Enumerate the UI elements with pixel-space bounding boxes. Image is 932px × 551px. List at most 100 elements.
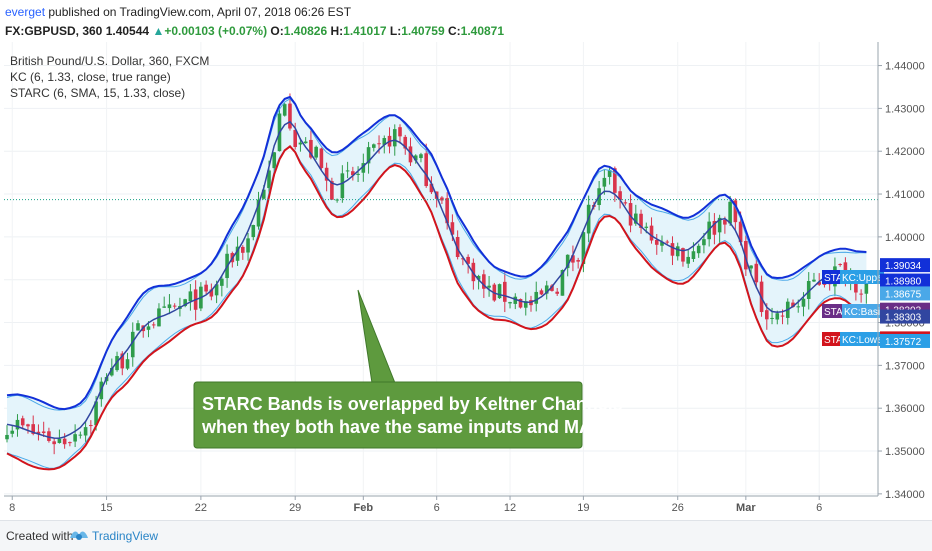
- candle-body: [581, 232, 586, 265]
- candle-body: [450, 222, 455, 235]
- annotation-line-2: when they both have the same inputs and …: [201, 417, 607, 437]
- kc-lower-line: [6, 145, 867, 471]
- candle-body: [864, 281, 869, 294]
- candle-body: [188, 291, 193, 302]
- candle-body: [303, 141, 308, 144]
- candle-body: [744, 240, 748, 270]
- candle-body: [733, 200, 738, 223]
- price-tick-label: 1.44000: [885, 61, 925, 73]
- author-link[interactable]: everget: [5, 5, 46, 19]
- candle-body: [791, 302, 795, 307]
- candle-body: [5, 434, 9, 440]
- candle-body: [466, 256, 470, 264]
- candle-body: [10, 430, 15, 434]
- candle-body: [267, 170, 271, 189]
- candle-body: [461, 258, 465, 260]
- candle-body: [623, 202, 628, 204]
- candle-body: [602, 177, 607, 187]
- candle-body: [660, 241, 664, 246]
- low-label: L:: [389, 24, 402, 38]
- candle-body: [639, 213, 643, 228]
- close-value: 1.40871: [460, 24, 505, 38]
- candle-body: [544, 285, 549, 294]
- price-tick-label: 1.43000: [885, 103, 925, 115]
- price-tick-label: 1.35000: [885, 446, 925, 458]
- candle-body: [780, 315, 785, 317]
- candle-body: [644, 226, 649, 228]
- candle-body: [209, 289, 214, 297]
- candle-body: [487, 285, 491, 288]
- created-with-label: Created with: [6, 529, 74, 543]
- candle-body: [455, 236, 460, 258]
- candle-body: [52, 441, 56, 445]
- time-tick-label: 12: [504, 502, 516, 514]
- time-tick-label: 15: [100, 502, 112, 514]
- axes: 1.44000 1.43000 1.42000 1.41000 1.40000 1.390…: [4, 42, 930, 514]
- legend-instrument: British Pound/U.S. Dollar, 360, FXCM: [10, 54, 209, 68]
- candle-body: [681, 248, 685, 262]
- annotation[interactable]: STARC Bands is overlapped by Keltner Cha…: [193, 289, 623, 449]
- tag-starc-lower: [822, 332, 842, 346]
- candle-body: [723, 219, 727, 225]
- candle-body: [345, 170, 350, 172]
- candle-body: [508, 302, 512, 304]
- candle-body: [654, 239, 659, 245]
- candle-body: [57, 438, 62, 443]
- time-tick-label: 6: [434, 502, 440, 514]
- candle-body: [272, 152, 277, 169]
- candle-body: [576, 260, 580, 262]
- candle-body: [838, 264, 842, 266]
- price-tag-label: 1.38303: [885, 313, 922, 324]
- candle-body: [806, 280, 811, 299]
- tag-kc-upper: [840, 270, 884, 284]
- candle-body: [749, 265, 753, 269]
- candle-body: [702, 239, 706, 246]
- candle-body: [330, 181, 334, 200]
- publish-info: published on TradingView.com, April 07, …: [48, 5, 352, 19]
- candle-body: [859, 293, 863, 295]
- footer: Created with TradingView: [0, 520, 932, 551]
- candle-body: [497, 284, 502, 299]
- price-tag-label: 1.38980: [885, 277, 922, 288]
- tradingview-logo-icon: [70, 531, 88, 540]
- candle-body: [670, 243, 675, 256]
- candle-body: [214, 284, 219, 296]
- candle-body: [649, 225, 654, 241]
- candle-body: [665, 241, 670, 243]
- price-tag-label: 1.38675: [885, 289, 922, 300]
- candle-body: [770, 317, 774, 319]
- candle-body: [31, 424, 35, 434]
- candle-body: [146, 326, 151, 330]
- candle-body: [476, 275, 481, 280]
- candle-body: [130, 331, 135, 358]
- kc-basis-line: [6, 120, 867, 439]
- candle-body: [513, 296, 518, 304]
- candle-body: [429, 183, 434, 193]
- candle-body: [408, 146, 413, 163]
- price-tick-label: 1.41000: [885, 189, 925, 201]
- price-tick-label: 1.34000: [885, 489, 925, 501]
- candle-body: [288, 103, 292, 129]
- candle-body: [765, 310, 769, 320]
- candle-body: [518, 298, 523, 308]
- candle-body: [251, 225, 256, 238]
- up-arrow-icon: ▲: [152, 24, 165, 38]
- price-chart[interactable]: British Pound/U.S. Dollar, 360, FXCM KC …: [0, 42, 932, 520]
- candle-body: [372, 144, 376, 148]
- candle-body: [801, 298, 806, 307]
- candle-body: [314, 146, 318, 158]
- time-tick-label: Feb: [354, 502, 374, 514]
- candle-body: [151, 324, 156, 326]
- candle-body: [392, 129, 397, 147]
- candle-body: [261, 189, 266, 199]
- candle-body: [382, 138, 387, 145]
- candle-body: [361, 163, 366, 173]
- price-tag-label: 1.37572: [885, 337, 922, 348]
- candle-body: [445, 198, 449, 224]
- candle-body: [47, 431, 51, 441]
- price-tag: [880, 286, 930, 301]
- candle-body: [324, 167, 329, 181]
- candle-body: [754, 263, 759, 283]
- candle-body: [796, 306, 801, 308]
- tradingview-brand[interactable]: TradingView: [92, 529, 159, 543]
